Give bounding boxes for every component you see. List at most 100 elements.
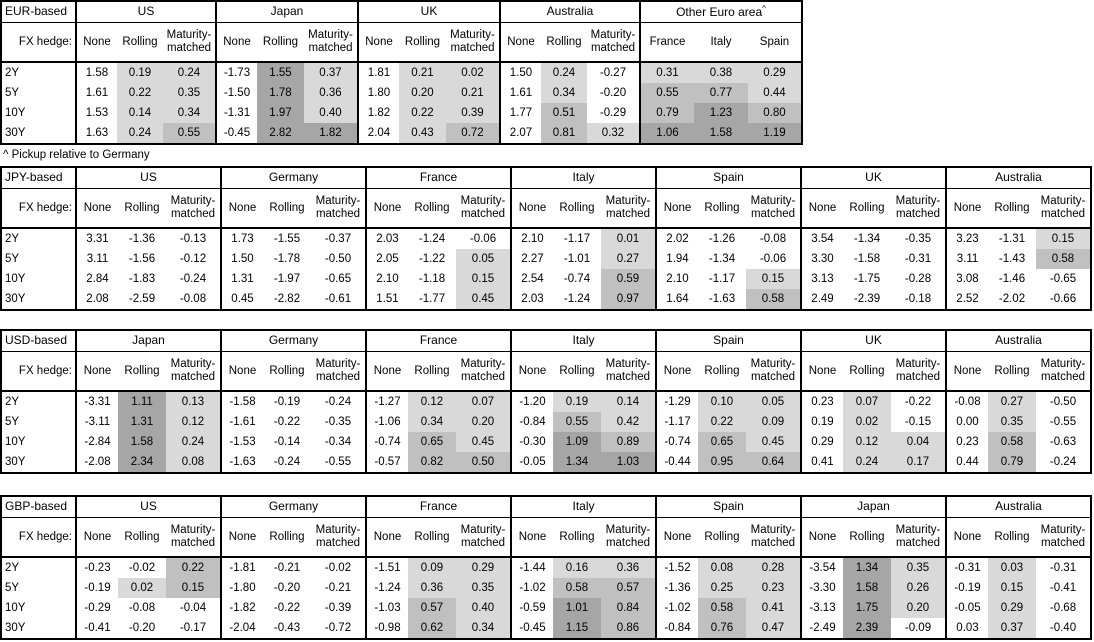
tenor-row-2y: 2Y 1.58 0.19 0.24 -1.73 1.55 0.37 1.81 0.21 0.02 1… <box>1 62 802 83</box>
hedge-column-header: None <box>365 188 408 229</box>
tenor-label: 30Y <box>5 455 26 468</box>
value-cell: -0.50 <box>1036 391 1091 412</box>
value-cell: -0.22 <box>263 598 311 618</box>
value-cell: 3.31 <box>75 228 118 249</box>
hedge-column-header: Maturity-matched <box>166 351 221 392</box>
value-cell: 0.37 <box>304 62 358 83</box>
value-cell: 1.75 <box>843 598 891 618</box>
value-cell: 1.03 <box>601 452 656 473</box>
value-cell: -1.18 <box>408 269 456 289</box>
value-cell: 1.61 <box>499 83 541 103</box>
tenor-label: 30Y <box>5 621 26 634</box>
value-cell: 2.03 <box>365 228 408 249</box>
hedge-column-header: Rolling <box>408 188 456 229</box>
value-cell: -0.18 <box>891 289 946 310</box>
value-cell: 0.41 <box>800 452 843 473</box>
value-cell: 0.14 <box>117 103 163 123</box>
value-cell: -1.46 <box>988 269 1036 289</box>
value-cell: 0.16 <box>553 557 601 578</box>
value-cell: 2.84 <box>75 269 118 289</box>
value-cell: -0.65 <box>1036 269 1091 289</box>
country-header: Australia <box>945 330 1091 352</box>
value-cell: 0.29 <box>800 432 843 452</box>
value-cell: 1.58 <box>118 432 166 452</box>
value-cell: 1.94 <box>655 249 698 269</box>
value-cell: -0.74 <box>365 432 408 452</box>
value-cell: 1.58 <box>75 62 117 83</box>
value-cell: -1.63 <box>698 289 746 310</box>
value-cell: -1.29 <box>655 391 698 412</box>
value-cell: -0.34 <box>311 432 366 452</box>
value-cell: 0.45 <box>220 289 263 310</box>
hedge-column-header: None <box>655 351 698 392</box>
value-cell: 0.21 <box>446 83 500 103</box>
spacer <box>0 311 1094 329</box>
base-currency-label: EUR-based <box>1 1 76 23</box>
value-cell: 0.20 <box>456 412 511 432</box>
value-cell: -2.59 <box>118 289 166 310</box>
value-cell: -1.53 <box>220 432 263 452</box>
hedge-column-header: Rolling <box>843 351 891 392</box>
hedge-column-header: Maturity-matched <box>746 351 801 392</box>
value-cell: -0.05 <box>510 452 553 473</box>
jpy-based-table-container: JPY-based US Germany France Italy Spain UK Aust… <box>0 166 1094 311</box>
value-cell: 0.79 <box>639 103 694 123</box>
value-cell: 3.11 <box>75 249 118 269</box>
value-cell: 0.20 <box>891 598 946 618</box>
tenor-row-5y: 5Y -0.19 0.02 0.15 -1.80 -0.20 -0.21 -1.24 0.36 0… <box>1 578 1091 598</box>
country-header: Australia <box>945 167 1091 189</box>
value-cell: 1.97 <box>257 103 304 123</box>
value-cell: 0.01 <box>601 228 656 249</box>
tenor-label: 2Y <box>5 395 20 408</box>
value-cell: 1.15 <box>553 618 601 639</box>
tenor-row-30y: 30Y -2.08 2.34 0.08 -1.63 -0.24 -0.55 -0.57 0.82… <box>1 452 1091 473</box>
value-cell: 0.24 <box>843 452 891 473</box>
value-cell: -1.36 <box>118 228 166 249</box>
value-cell: 1.80 <box>357 83 399 103</box>
hedge-column-header: Maturity-matched <box>891 351 946 392</box>
value-cell: -1.81 <box>220 557 263 578</box>
hedge-column-header: Rolling <box>263 517 311 558</box>
hedge-column-header: Rolling <box>843 188 891 229</box>
hedge-column-header: Rolling <box>698 188 746 229</box>
value-cell: 0.95 <box>698 452 746 473</box>
base-currency-label: GBP-based <box>1 496 76 518</box>
value-cell: -0.84 <box>655 618 698 639</box>
value-cell: 0.43 <box>399 123 446 144</box>
value-cell: -0.50 <box>311 249 366 269</box>
hedge-column-header: Maturity-matched <box>311 188 366 229</box>
value-cell: 0.17 <box>891 452 946 473</box>
value-cell: -1.20 <box>510 391 553 412</box>
hedge-column-header: None <box>510 517 553 558</box>
value-cell: 0.12 <box>843 432 891 452</box>
hedge-column-header: None <box>800 188 843 229</box>
value-cell: 0.24 <box>117 123 163 144</box>
value-cell: -0.24 <box>166 269 221 289</box>
hedge-column-header: Rolling <box>698 517 746 558</box>
country-header: France <box>365 167 511 189</box>
hedge-column-header: Rolling <box>399 22 446 63</box>
tenor-label: 5Y <box>5 415 20 428</box>
value-cell: 0.19 <box>553 391 601 412</box>
hedge-column-header: None <box>220 517 263 558</box>
value-cell: 1.58 <box>694 123 748 144</box>
value-cell: 1.64 <box>655 289 698 310</box>
value-cell: -0.09 <box>891 618 946 639</box>
value-cell: 0.07 <box>456 391 511 412</box>
country-header: US <box>75 167 221 189</box>
value-cell: 0.05 <box>746 391 801 412</box>
value-cell: -1.24 <box>408 228 456 249</box>
value-cell: -2.82 <box>263 289 311 310</box>
value-cell: 0.08 <box>166 452 221 473</box>
tenor-label: 2Y <box>5 561 20 574</box>
hedge-column-header: Maturity-matched <box>166 188 221 229</box>
value-cell: 0.36 <box>408 578 456 598</box>
tenor-row-10y: 10Y 2.84 -1.83 -0.24 1.31 -1.97 -0.65 2.10 -1.18… <box>1 269 1091 289</box>
value-cell: 1.23 <box>694 103 748 123</box>
hedge-column-header: None <box>220 188 263 229</box>
hedge-column-header: None <box>499 22 541 63</box>
value-cell: 1.01 <box>553 598 601 618</box>
value-cell: -1.24 <box>553 289 601 310</box>
hedge-column-header: None <box>215 22 257 63</box>
value-cell: -1.82 <box>220 598 263 618</box>
